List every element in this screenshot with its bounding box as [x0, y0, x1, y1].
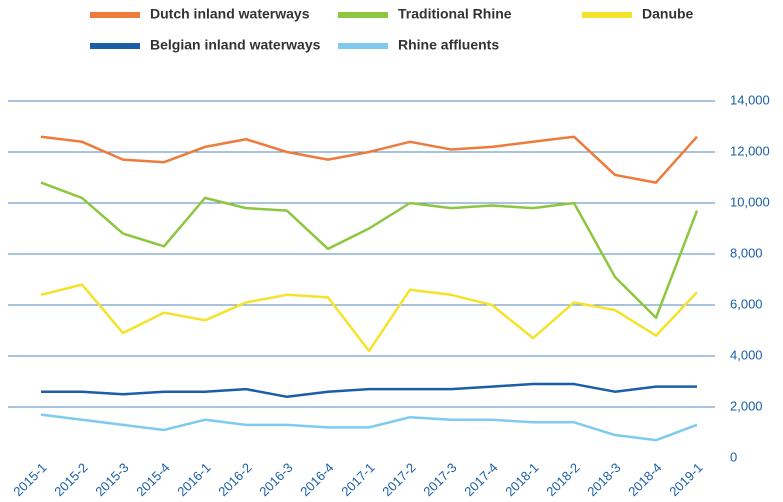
x-tick-label: 2018-2 — [543, 460, 582, 499]
x-tick-label: 2015-2 — [51, 460, 90, 499]
series-line — [40, 283, 698, 353]
x-tick-label: 2018-3 — [584, 460, 623, 499]
x-tick-label: 2017-3 — [420, 460, 459, 499]
x-tick-label: 2017-2 — [379, 460, 418, 499]
x-tick-label: 2018-1 — [502, 460, 541, 499]
series-line — [40, 135, 698, 184]
y-tick-label: 2,000 — [730, 398, 763, 413]
legend-label: Traditional Rhine — [398, 6, 512, 22]
x-tick-label: 2018-4 — [625, 460, 664, 499]
y-tick-label: 6,000 — [730, 296, 763, 311]
y-tick-label: 0 — [730, 449, 737, 464]
y-tick-label: 8,000 — [730, 245, 763, 260]
series-line — [41, 382, 697, 399]
x-tick-label: 2015-3 — [92, 460, 131, 499]
x-tick-label: 2015-1 — [10, 460, 49, 499]
x-tick-label: 2016-3 — [256, 460, 295, 499]
series-line — [40, 181, 699, 319]
x-tick-label: 2016-4 — [297, 460, 336, 499]
x-tick-label: 2017-4 — [461, 460, 500, 499]
series-line — [40, 413, 698, 442]
x-tick-label: 2019-1 — [666, 460, 705, 499]
y-tick-label: 4,000 — [730, 347, 763, 362]
legend-label: Rhine affluents — [398, 37, 499, 53]
x-tick-label: 2016-2 — [215, 460, 254, 499]
x-tick-label: 2016-1 — [174, 460, 213, 499]
y-tick-label: 14,000 — [730, 92, 770, 107]
legend-label: Belgian inland waterways — [150, 37, 321, 53]
x-tick-label: 2015-4 — [133, 460, 172, 499]
x-tick-label: 2017-1 — [338, 460, 377, 499]
y-tick-label: 10,000 — [730, 194, 770, 209]
y-tick-label: 12,000 — [730, 143, 770, 158]
legend-label: Danube — [642, 6, 694, 22]
legend-label: Dutch inland waterways — [150, 6, 310, 22]
